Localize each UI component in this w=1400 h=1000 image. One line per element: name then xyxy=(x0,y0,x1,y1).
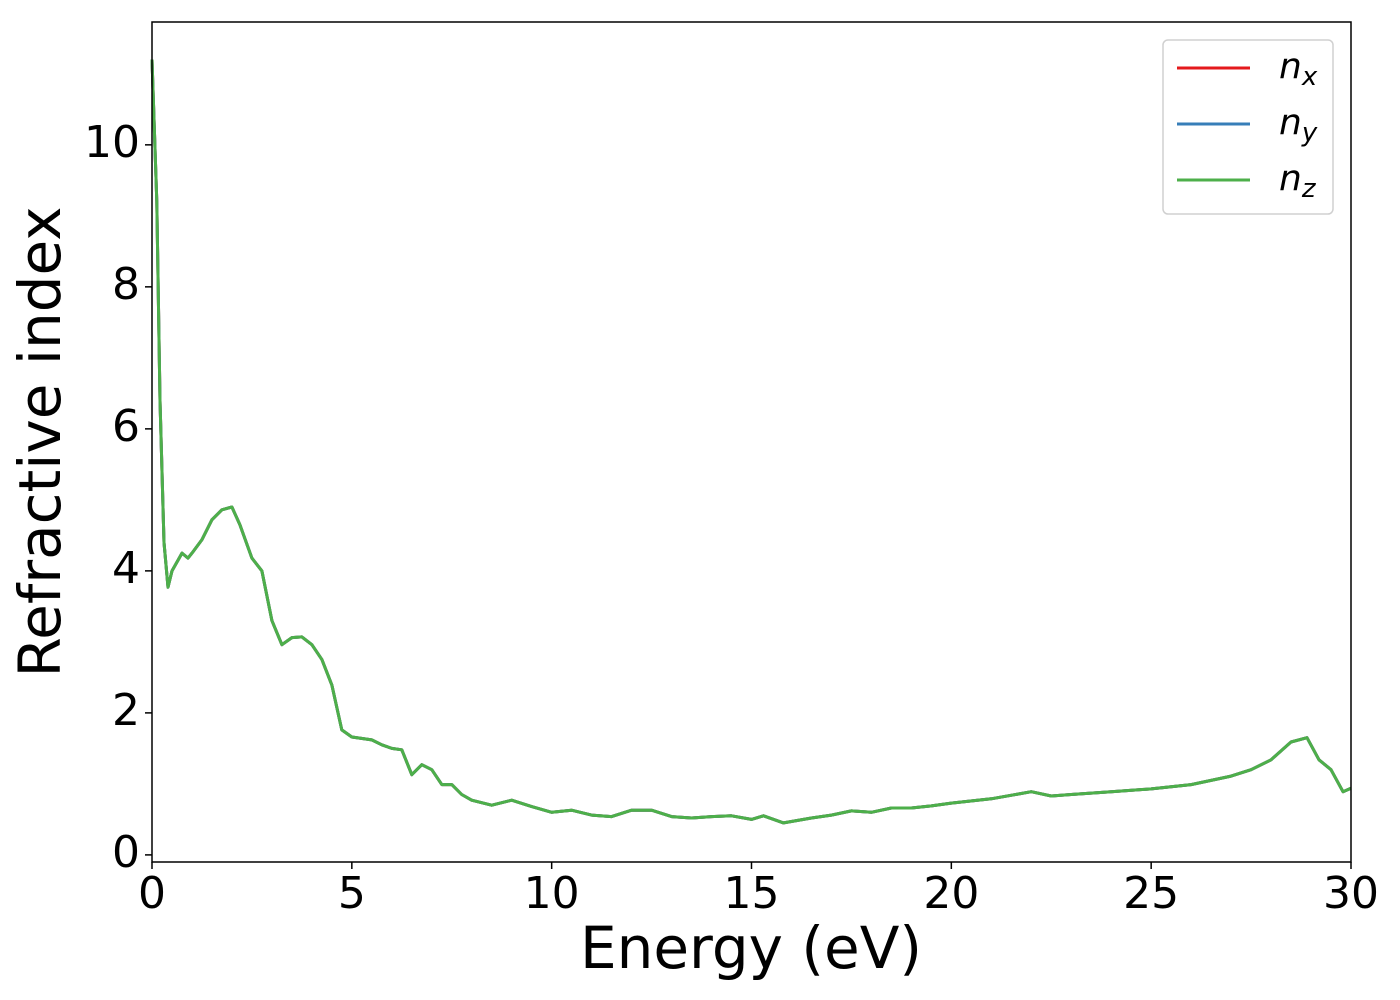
legend-label: nx xyxy=(1279,46,1318,92)
x-tick-label: 0 xyxy=(138,868,166,919)
y-tick-label: 10 xyxy=(84,117,140,168)
legend-label: nz xyxy=(1279,158,1317,204)
legend-label: ny xyxy=(1279,102,1318,148)
x-tick-label: 30 xyxy=(1323,868,1379,919)
y-tick-label: 4 xyxy=(112,543,140,594)
legend: nx ny nz xyxy=(1162,39,1334,215)
x-tick-label: 15 xyxy=(724,868,780,919)
y-axis-label: Refractive index xyxy=(6,206,74,677)
y-tick-label: 6 xyxy=(112,401,140,452)
x-tick-label: 10 xyxy=(524,868,580,919)
y-tick-label: 2 xyxy=(112,685,140,736)
y-tick-label: 0 xyxy=(112,827,140,878)
y-tick-label: 8 xyxy=(112,259,140,310)
legend-box xyxy=(1162,39,1334,215)
x-tick-label: 5 xyxy=(338,868,366,919)
x-tick-label: 25 xyxy=(1123,868,1179,919)
plot-frame xyxy=(151,21,1352,863)
x-axis-label: Energy (eV) xyxy=(580,914,922,982)
x-tick-label: 20 xyxy=(923,868,979,919)
data-line xyxy=(150,59,1352,825)
